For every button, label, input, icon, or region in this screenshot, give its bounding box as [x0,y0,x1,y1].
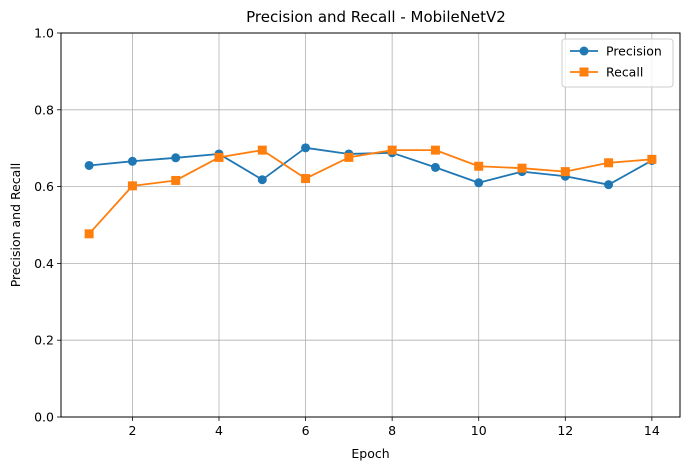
legend-swatch-marker [579,67,589,77]
y-tick-label: 0.2 [34,333,54,348]
x-tick-label: 10 [471,423,487,438]
x-axis-label: Epoch [351,446,389,461]
legend-item-precision: Precision [570,44,662,59]
series-layer [84,143,657,239]
recall-point [171,175,181,185]
recall-point [604,158,614,168]
y-tick-label: 1.0 [34,26,54,41]
grid [61,32,680,418]
recall-point [257,145,267,155]
precision-point [604,180,614,190]
x-tick-label: 12 [557,423,573,438]
precision-point [257,175,267,185]
recall-point [214,152,224,162]
y-tick-label: 0.0 [34,410,54,425]
precision-point [84,160,94,170]
x-tick-label: 8 [388,423,396,438]
legend-label: Recall [606,65,643,80]
x-tick-label: 6 [302,423,310,438]
precision-point [301,143,311,153]
recall-point [474,161,484,171]
recall-point [647,154,657,164]
y-tick-label: 0.8 [34,102,54,117]
legend-label: Precision [606,44,662,59]
recall-point [301,174,311,184]
y-tick-label: 0.4 [34,256,54,271]
y-axis-label: Precision and Recall [8,163,23,288]
recall-point [517,163,527,173]
series-precision [84,143,657,190]
legend: Precision Recall [561,38,674,88]
x-tick-label: 4 [215,423,223,438]
recall-point [127,181,137,191]
precision-point [127,156,137,166]
series-recall [84,145,657,239]
plot-frame [60,32,681,418]
recall-point [560,167,570,177]
precision-point [430,162,440,172]
recall-point [430,145,440,155]
legend-swatch-marker [579,46,589,56]
x-tick-label: 14 [644,423,660,438]
precision-point [171,153,181,163]
ticks: 2 4 6 8 10 12 14 0.0 0.2 0.4 0.6 0.8 1.0 [34,26,660,439]
legend-item-recall: Recall [570,65,643,80]
recall-line [88,149,652,235]
y-tick-label: 0.6 [34,179,54,194]
recall-point [387,145,397,155]
recall-point [84,229,94,239]
recall-point [344,152,354,162]
x-tick-label: 2 [128,423,136,438]
precision-point [474,178,484,188]
chart-title: Precision and Recall - MobileNetV2 [246,8,506,26]
